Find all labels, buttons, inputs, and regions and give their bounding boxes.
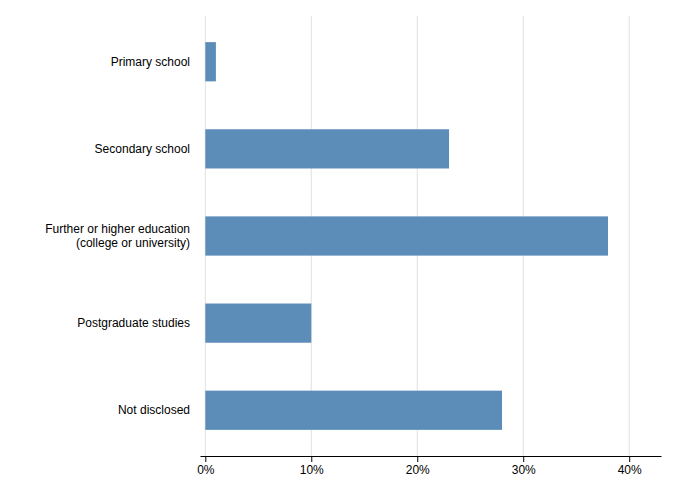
x-tick: 10% (300, 456, 324, 477)
bar (205, 216, 608, 255)
x-tick-mark (629, 456, 630, 462)
y-tick: Postgraduate studies (77, 316, 190, 330)
x-axis-line (201, 456, 662, 457)
x-tick: 20% (406, 456, 430, 477)
y-axis: Not disclosed Postgraduate studies Further… (45, 55, 190, 418)
bar (205, 42, 216, 81)
x-axis: 0% 10% 20% 30% 40% (197, 456, 661, 477)
x-tick-mark (311, 456, 312, 462)
bar (205, 304, 311, 343)
y-tick-label: Not disclosed (118, 403, 190, 417)
x-tick: 30% (512, 456, 536, 477)
y-tick: Primary school (111, 55, 190, 69)
y-tick-label-line: Further or higher education (45, 222, 190, 236)
x-tick-mark (417, 456, 418, 462)
bar (205, 391, 502, 430)
x-tick: 40% (618, 456, 642, 477)
y-tick-label: Postgraduate studies (77, 316, 190, 330)
y-tick-label: Further or higher education(college or u… (45, 222, 190, 250)
y-tick: Secondary school (95, 142, 190, 156)
bar (205, 129, 449, 168)
grid (205, 16, 629, 456)
bars (205, 42, 608, 430)
x-tick-label: 40% (618, 463, 642, 477)
x-tick-mark (523, 456, 524, 462)
grid-line (629, 16, 630, 456)
chart-svg: 0% 10% 20% 30% 40% Not disclosed Postgraduate … (0, 0, 685, 492)
y-tick: Not disclosed (118, 403, 190, 417)
x-tick-label: 10% (300, 463, 324, 477)
x-tick-label: 20% (406, 463, 430, 477)
x-tick-label: 0% (197, 463, 215, 477)
y-tick-label: Secondary school (95, 142, 190, 156)
x-tick-mark (205, 456, 206, 462)
plot-area: 0% 10% 20% 30% 40% Not disclosed Postgraduate … (45, 16, 661, 477)
x-tick: 0% (197, 456, 215, 477)
y-tick-label: Primary school (111, 55, 190, 69)
x-tick-label: 30% (512, 463, 536, 477)
chart-container: 0% 10% 20% 30% 40% Not disclosed Postgraduate … (0, 0, 685, 492)
y-tick-label-line: (college or university) (76, 236, 190, 250)
y-tick: Further or higher education(college or u… (45, 222, 190, 250)
